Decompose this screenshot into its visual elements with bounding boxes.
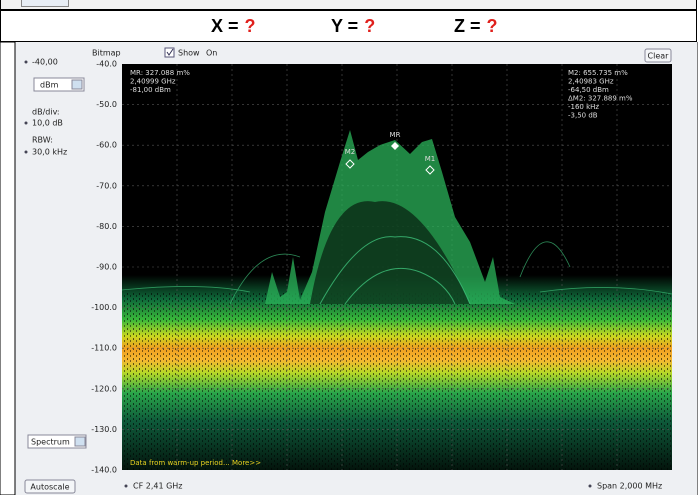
bitmap-label: Bitmap (92, 49, 121, 58)
y-tick-label: -120.0 (91, 384, 117, 393)
header-item: Z =? (454, 16, 498, 37)
y-tick-label: -60.0 (96, 141, 117, 150)
rbw-value: 30,0 kHz (32, 148, 67, 157)
y-ticks: -40.0 -50.0 -60.0 -70.0 -80.0 -90.0 -100.0 -110… (91, 60, 117, 475)
header-label: Y = (331, 16, 359, 36)
show-label: Show (178, 49, 200, 58)
bullet (588, 484, 592, 488)
check (166, 48, 174, 56)
bullet (24, 121, 28, 125)
y-tick-label: -50.0 (96, 100, 117, 109)
view-dropdown[interactable] (27, 434, 87, 449)
marker-mr (391, 142, 399, 150)
unit-value: dBm (40, 81, 59, 90)
marker-label: M2 (345, 148, 356, 156)
marker-m2 (345, 159, 355, 169)
ref-level: -40,00 (32, 58, 58, 67)
signal-gap (310, 201, 470, 304)
readout-line: ΔM2: 327.889 m% (568, 95, 633, 103)
readout-line: -81,00 dBm (130, 86, 171, 94)
readout-left: MR: 327.088 m%2,40999 GHz-81,00 dBm (130, 69, 190, 94)
marker-label: MR (390, 131, 401, 139)
scale-label: dB/div: (32, 108, 60, 117)
dropdown-arrow (74, 436, 86, 447)
clear-button[interactable] (644, 48, 672, 63)
trace (121, 241, 673, 305)
readout-line: MR: 327.088 m% (130, 69, 190, 77)
readout-line: -160 kHz (568, 103, 599, 111)
y-tick-label: -80.0 (96, 222, 117, 231)
center-freq: CF 2,41 GHz (133, 482, 183, 491)
y-tick-label: -40.0 (96, 60, 117, 69)
y-tick-label: -70.0 (96, 181, 117, 190)
y-tick-label: -130.0 (91, 425, 117, 434)
readout-line: -3,50 dB (568, 112, 598, 120)
header-label: X = (211, 16, 239, 36)
show-checkbox[interactable] (164, 47, 175, 58)
plot: M2 MR M1 MR: 327.088 m%2,40999 GHz-81,00… (121, 64, 673, 470)
marker-m1 (425, 165, 435, 175)
clear-label: Clear (648, 52, 670, 61)
more-link[interactable]: More>> (232, 459, 261, 467)
on-label: On (206, 49, 217, 58)
dropdown-arrow (71, 79, 83, 90)
rbw-label: RBW: (32, 136, 53, 145)
readout-line: 2,40983 GHz (568, 78, 614, 86)
y-tick-label: -110.0 (91, 344, 117, 353)
bullet (24, 150, 28, 154)
y-tick-label: -140.0 (91, 466, 117, 475)
marker-label: M1 (425, 155, 436, 163)
readout-line: 2,40999 GHz (130, 78, 176, 86)
autoscale-button[interactable] (24, 479, 76, 494)
cut-button[interactable] (21, 0, 69, 7)
header-item: Y =? (331, 16, 375, 37)
span: Span 2,000 MHz (597, 482, 662, 491)
warmup-message: Data from warm-up period... (130, 459, 230, 467)
bullet (124, 484, 128, 488)
scale-value: 10,0 dB (32, 119, 63, 128)
y-tick-label: -90.0 (96, 263, 117, 272)
y-tick-label: -100.0 (91, 303, 117, 312)
header-row: X =? Y =? Z =? (0, 10, 697, 42)
header-value: ? (244, 16, 256, 36)
view-value: Spectrum (31, 438, 70, 447)
header-item: X =? (211, 16, 256, 37)
readout-line: -64,50 dBm (568, 86, 609, 94)
bullet (24, 60, 28, 64)
top-strip (0, 0, 697, 10)
header-label: Z = (454, 16, 481, 36)
trace (319, 236, 471, 305)
autoscale-label: Autoscale (30, 483, 69, 492)
header-value: ? (364, 16, 376, 36)
header-value: ? (486, 16, 498, 36)
readout-line: M2: 655.735 m% (568, 69, 628, 77)
readout-right: M2: 655.735 m%2,40983 GHz-64,50 dBmΔM2: … (568, 69, 633, 120)
analyzer-panel: Bitmap Show On Clear -40,00 dBm dB/div: … (0, 42, 698, 495)
